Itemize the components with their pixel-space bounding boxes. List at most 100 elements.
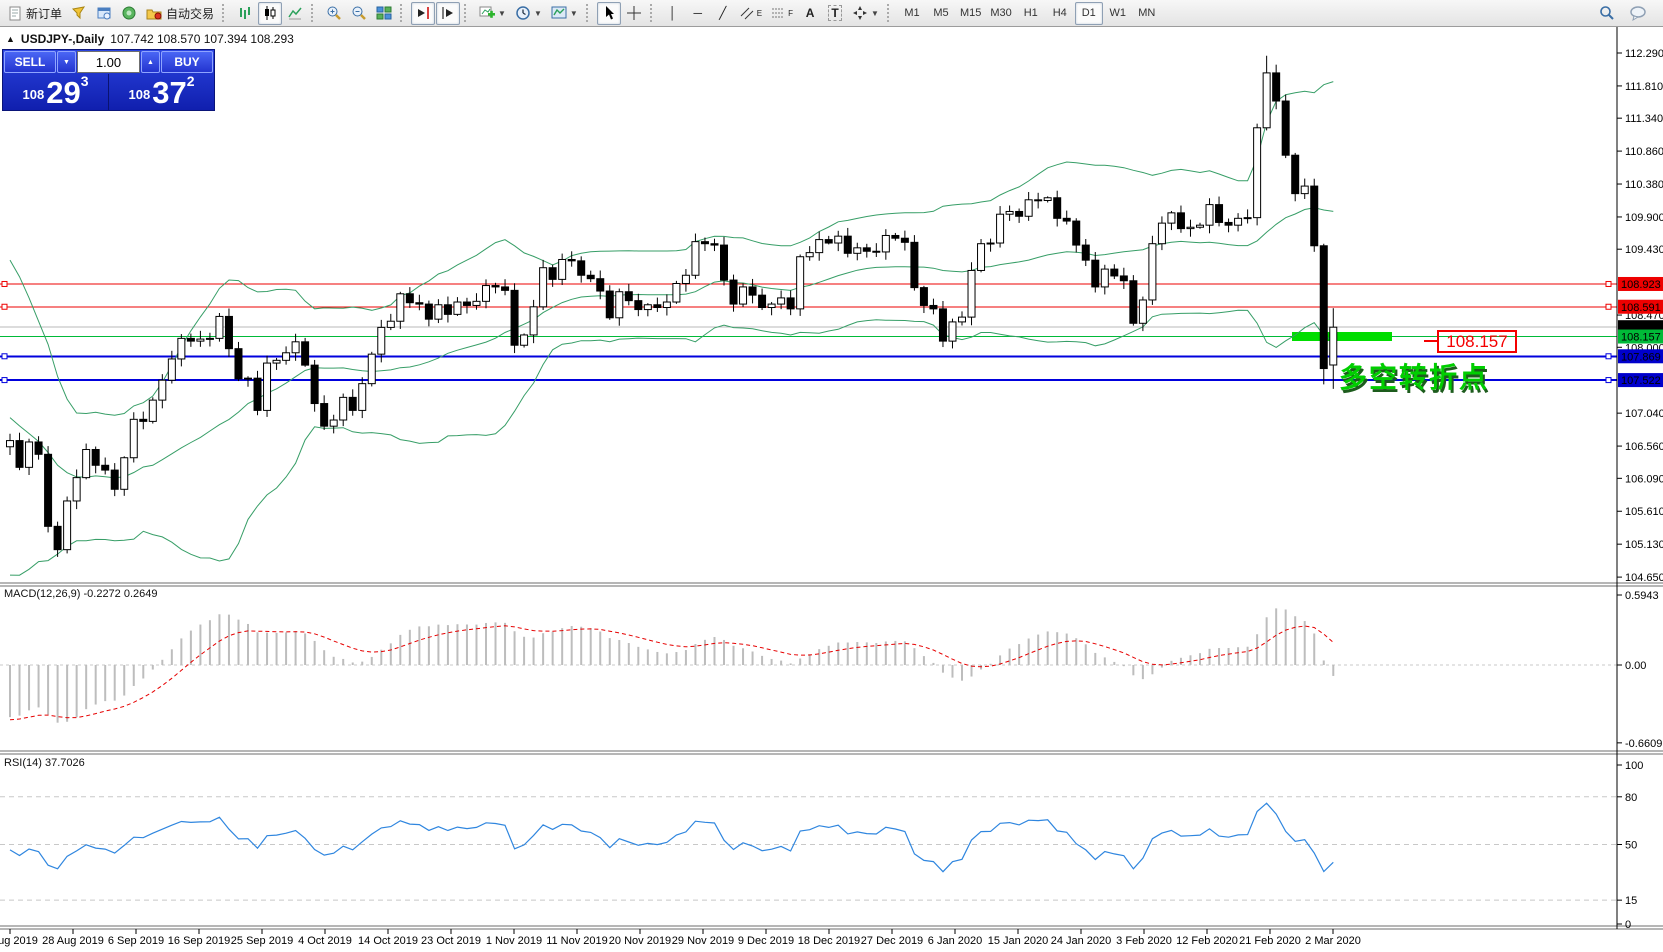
macd-histogram-bar (113, 665, 116, 701)
zoom-out-button[interactable] (347, 2, 371, 25)
price-chart[interactable]: 112.290 111.810 111.340 110.860 110.380 109.9… (0, 27, 1663, 952)
sell-price[interactable]: 108 29 3 (3, 74, 109, 110)
macd-histogram-bar (1160, 665, 1163, 668)
timeframe-m1[interactable]: M1 (898, 2, 926, 25)
new-order-button[interactable]: 新订单 (4, 2, 66, 25)
zoom-in-button[interactable] (322, 2, 346, 25)
timeframe-label: M30 (990, 7, 1012, 19)
bear-candle (91, 449, 100, 466)
channel-tool[interactable]: E (736, 2, 766, 25)
channel-icon (740, 6, 754, 20)
date-tick-label: 1 Nov 2019 (486, 935, 542, 947)
macd-histogram-bar (85, 665, 88, 710)
templates-dropdown[interactable]: ▼ (547, 2, 582, 25)
macd-histogram-bar (446, 625, 449, 665)
alert-icon (71, 5, 87, 21)
toolbar-separator (400, 4, 407, 22)
bear-candle (891, 234, 900, 239)
tile-windows-button[interactable] (372, 2, 396, 25)
vertical-line-tool[interactable]: │ (661, 2, 685, 25)
timeframe-h1[interactable]: H1 (1017, 2, 1045, 25)
bar-chart-icon (237, 5, 253, 21)
buy-price[interactable]: 108 37 2 (109, 74, 214, 110)
bull-candle (205, 337, 214, 340)
price-tag (1618, 329, 1663, 344)
bull-candle (1243, 217, 1252, 220)
search-button[interactable] (1595, 2, 1619, 25)
bar-chart-button[interactable] (233, 2, 257, 25)
price-tick-label: 105.610 (1625, 506, 1663, 518)
bull-candle (329, 419, 338, 427)
label-tool[interactable]: T (823, 2, 847, 25)
auto-trading-button[interactable]: 自动交易 (142, 2, 218, 25)
bear-candle (510, 289, 519, 346)
macd-histogram-bar (408, 629, 411, 665)
crosshair-button[interactable] (622, 2, 646, 25)
timeframe-m15[interactable]: M15 (956, 2, 985, 25)
macd-histogram-bar (1256, 634, 1259, 665)
timeframe-w1[interactable]: W1 (1104, 2, 1132, 25)
macd-histogram-bar (751, 651, 754, 665)
timeframe-h4[interactable]: H4 (1046, 2, 1074, 25)
macd-histogram-bar (266, 632, 269, 665)
date-tick-label: 21 Feb 2020 (1239, 935, 1301, 947)
alerts-button[interactable] (67, 2, 91, 25)
rsi-pane (0, 796, 1617, 901)
date-tick-label: 18 Dec 2019 (798, 935, 860, 947)
bollinger-middle (9, 207, 1334, 479)
price-tag (1618, 276, 1663, 291)
news-button[interactable] (117, 2, 141, 25)
timeframe-d1[interactable]: D1 (1074, 1, 1103, 25)
chat-button[interactable] (1625, 2, 1651, 25)
publisher-button[interactable] (92, 2, 116, 25)
macd-histogram-bar (694, 644, 697, 665)
macd-histogram-bar (170, 649, 173, 665)
candlestick-chart-button[interactable] (258, 1, 283, 25)
volume-increase-button[interactable]: ▲ (141, 51, 160, 73)
bull-candle (148, 399, 157, 422)
bull-candle (615, 291, 624, 319)
macd-histogram-bar (922, 656, 925, 665)
trendline-tool[interactable]: ╱ (711, 2, 735, 25)
macd-histogram-bar (1056, 632, 1059, 665)
periods-dropdown[interactable]: ▼ (511, 2, 546, 25)
chart-shift-button[interactable] (411, 1, 436, 25)
sell-button[interactable]: SELL (4, 51, 56, 73)
timeframe-mn[interactable]: MN (1133, 2, 1161, 25)
bear-candle (139, 418, 148, 422)
chart-shift-icon (415, 5, 431, 21)
text-tool[interactable]: A (798, 2, 822, 25)
macd-histogram-bar (75, 665, 78, 718)
zoom-out-icon (351, 5, 367, 21)
arrows-dropdown[interactable]: ▼ (848, 2, 883, 25)
auto-scroll-button[interactable] (436, 1, 461, 25)
macd-histogram-bar (646, 649, 649, 665)
bear-candle (1081, 244, 1090, 261)
bull-candle (453, 301, 462, 315)
macd-histogram-bar (675, 652, 678, 665)
buy-button[interactable]: BUY (161, 51, 213, 73)
bull-candle (539, 267, 548, 308)
bear-candle (1281, 100, 1290, 156)
price-tick-label: 110.860 (1625, 146, 1663, 158)
new-chart-dropdown[interactable]: ▼ (475, 2, 510, 25)
price-tick-label: 105.130 (1625, 539, 1663, 551)
timeframe-m30[interactable]: M30 (986, 2, 1015, 25)
bull-candle (291, 341, 300, 354)
line-chart-button[interactable] (283, 2, 307, 25)
price-level-label[interactable]: 108.157 (1437, 330, 1517, 353)
horizontal-line-tool[interactable]: ─ (686, 2, 710, 25)
volume-input[interactable]: 1.00 (77, 51, 140, 73)
macd-histogram-bar (285, 632, 288, 665)
fibonacci-tool[interactable]: F (767, 2, 797, 25)
bear-candle (405, 293, 414, 304)
cursor-button[interactable] (596, 1, 621, 25)
bull-candle (1148, 243, 1157, 301)
collapse-panel-icon[interactable]: ▲ (6, 34, 15, 44)
turning-point-annotation[interactable]: 多空转折点 (1339, 362, 1490, 393)
timeframe-m5[interactable]: M5 (927, 2, 955, 25)
volume-decrease-button[interactable]: ▼ (57, 51, 76, 73)
macd-histogram-bar (189, 630, 192, 665)
date-tick-label: 27 Dec 2019 (861, 935, 923, 947)
